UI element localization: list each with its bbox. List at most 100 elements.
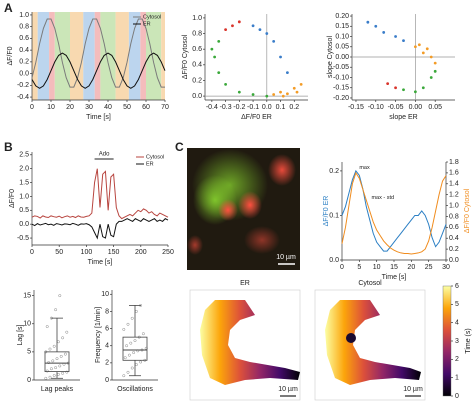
y-tick-label: 0.4: [19, 47, 29, 54]
y-axis-label: ΔF/F0: [7, 46, 14, 65]
point: [265, 32, 269, 35]
point: [265, 94, 269, 98]
point: [295, 90, 299, 94]
y-axis-label: Lag [s]: [17, 324, 24, 345]
point: [413, 45, 417, 49]
scale-bar-label: 10 µm: [278, 386, 298, 393]
point: [63, 352, 67, 356]
y-tick-label: 0.2: [329, 168, 339, 175]
point: [58, 294, 62, 298]
point: [374, 24, 378, 28]
band: [49, 12, 55, 100]
y-tick-label: 10: [23, 321, 31, 328]
x-axis-label: slope ER: [389, 114, 417, 121]
colorbar-label: Time (s): [465, 328, 472, 353]
y-tick-label: 1.6: [449, 170, 459, 177]
point: [59, 354, 63, 358]
point: [217, 71, 221, 75]
point: [279, 90, 282, 94]
point: [394, 86, 397, 90]
x-tick-label: 0.2: [289, 104, 299, 111]
band: [83, 12, 95, 100]
series-line: [31, 18, 165, 88]
x-tick-label: 0.0: [262, 104, 272, 111]
x-tick-label: 15: [390, 264, 398, 271]
x-tick-label: 0: [30, 104, 34, 111]
y-axis-label: Frequency [1/min]: [95, 307, 102, 363]
x-axis-label: ΔF/F0 ER: [241, 114, 272, 121]
y-tick-label: 0.8: [192, 30, 202, 37]
y-tick-label: -0.4: [17, 94, 29, 101]
box: [44, 351, 70, 372]
series-line: [31, 218, 169, 240]
point: [65, 370, 69, 374]
point: [425, 47, 429, 51]
point: [382, 31, 386, 34]
heatmap-frame: [314, 289, 426, 401]
x-tick-label: 250: [162, 249, 174, 256]
point: [45, 325, 49, 329]
y-tick-label: 1.5: [19, 179, 29, 186]
y-tick-label: 0.0: [449, 257, 459, 264]
y-tick-label: 1.0: [449, 202, 459, 209]
legend-label: ER: [146, 161, 154, 167]
point: [58, 364, 62, 368]
y-tick-label: 0.8: [19, 24, 29, 31]
y-tick-label: 0.2: [449, 246, 459, 253]
point: [279, 55, 282, 59]
x-tick-label: 5: [357, 264, 361, 271]
y-tick-label: 0.4: [449, 235, 459, 242]
x-tick-label: -0.3: [220, 104, 232, 111]
point: [210, 47, 214, 51]
y-tick-label: 0.05: [335, 44, 349, 51]
y-tick-label: 4: [105, 343, 109, 350]
point: [286, 92, 289, 96]
point: [421, 51, 425, 55]
point: [49, 367, 53, 371]
y-tick-label: 1.4: [449, 181, 459, 188]
annotation: Ado: [99, 152, 110, 158]
x-tick-label: 20: [66, 104, 74, 111]
point: [56, 372, 60, 376]
x-tick-label: 50: [123, 104, 131, 111]
band: [70, 12, 84, 100]
point: [52, 374, 56, 377]
y-tick-label: 0.6: [19, 35, 29, 42]
panel-label: C: [175, 140, 184, 154]
x-tick-label: -0.15: [348, 104, 364, 111]
y-tick-label: 0.6: [449, 224, 459, 231]
point: [122, 374, 126, 378]
x-tick-label: -0.05: [388, 104, 404, 111]
point: [45, 369, 49, 373]
y-tick-label: -0.2: [17, 82, 29, 89]
point: [213, 55, 217, 59]
category-label: Oscillations: [117, 386, 153, 393]
heatmap-frame: [189, 289, 301, 401]
point: [433, 61, 437, 65]
y-tick-label: 1.0: [19, 12, 29, 19]
scale-bar-label: 10 µm: [276, 254, 296, 261]
band: [32, 12, 38, 100]
x-tick-label: 0.05: [428, 104, 442, 111]
y-tick-label: 0.4: [192, 62, 202, 69]
y-tick-label: 0.0: [19, 221, 29, 228]
x-tick-label: 0: [30, 249, 34, 256]
series-line: [31, 168, 169, 220]
y-tick-label: -0.20: [333, 95, 349, 102]
point: [286, 71, 289, 75]
y-tick-label: 0.2: [19, 59, 29, 66]
y-tick-label: 5: [27, 349, 31, 356]
y2-axis-label: ΔF/F0 Cytosol: [464, 188, 471, 233]
x-tick-label: -0.1: [247, 104, 259, 111]
legend-label: Cytosol: [146, 154, 164, 160]
point: [433, 69, 437, 73]
x-tick-label: 70: [161, 104, 169, 111]
y-tick-label: 0.15: [335, 23, 349, 30]
band: [54, 12, 70, 100]
x-tick-label: 50: [55, 249, 63, 256]
point: [56, 340, 60, 344]
point: [281, 94, 285, 98]
point: [139, 360, 143, 364]
point: [394, 35, 397, 38]
point: [251, 93, 255, 96]
